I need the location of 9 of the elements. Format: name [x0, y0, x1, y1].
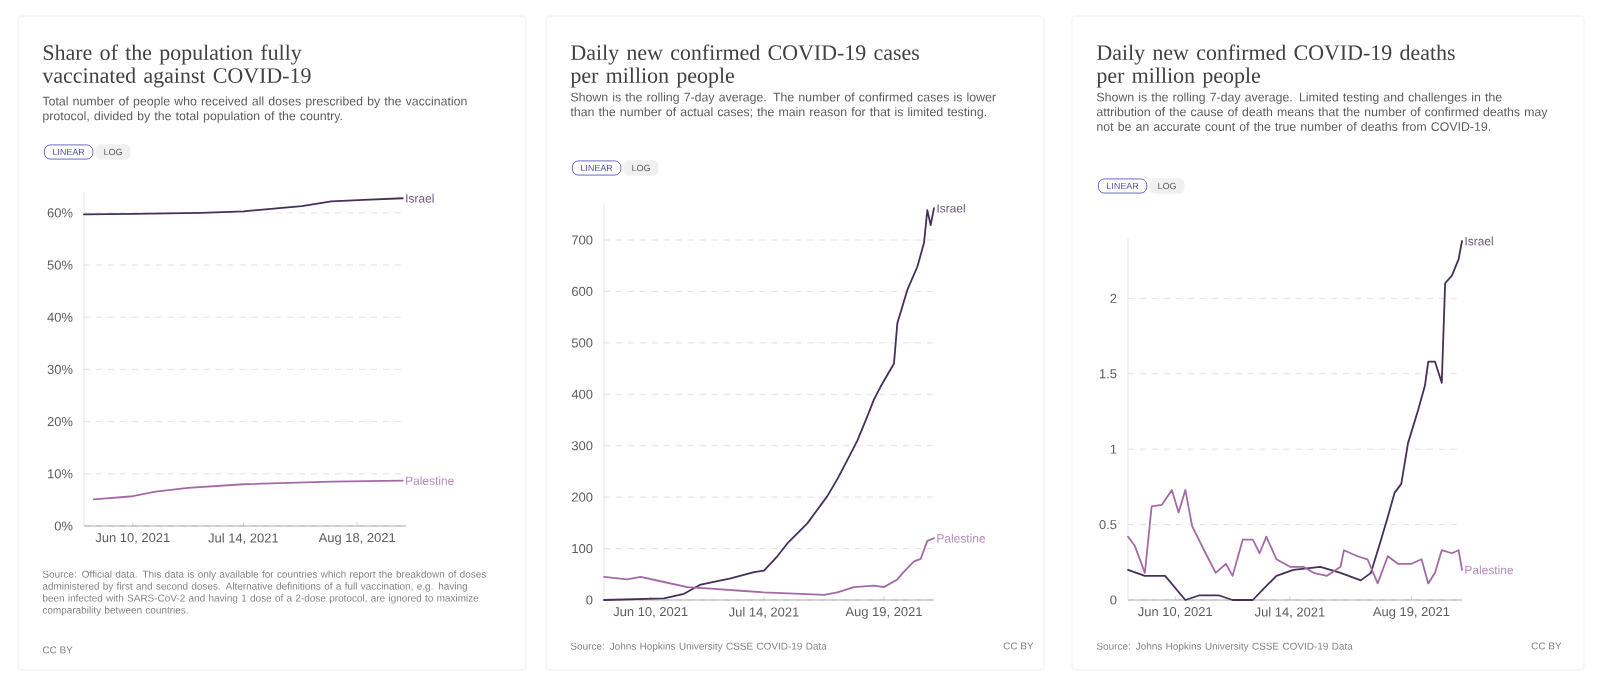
chart-title: Share of the population fully vaccinated against COVID-19 — [42, 44, 311, 88]
line-series — [603, 537, 935, 596]
line-series — [92, 479, 404, 501]
line-series — [1127, 488, 1463, 585]
line-series — [83, 197, 404, 216]
line-series — [1127, 240, 1463, 601]
chart-title: Daily new confirmed COVID-19 cases per million people — [570, 44, 919, 88]
line-series — [603, 207, 935, 601]
chart-title: Daily new confirmed COVID-19 deaths per million people — [1096, 44, 1455, 88]
